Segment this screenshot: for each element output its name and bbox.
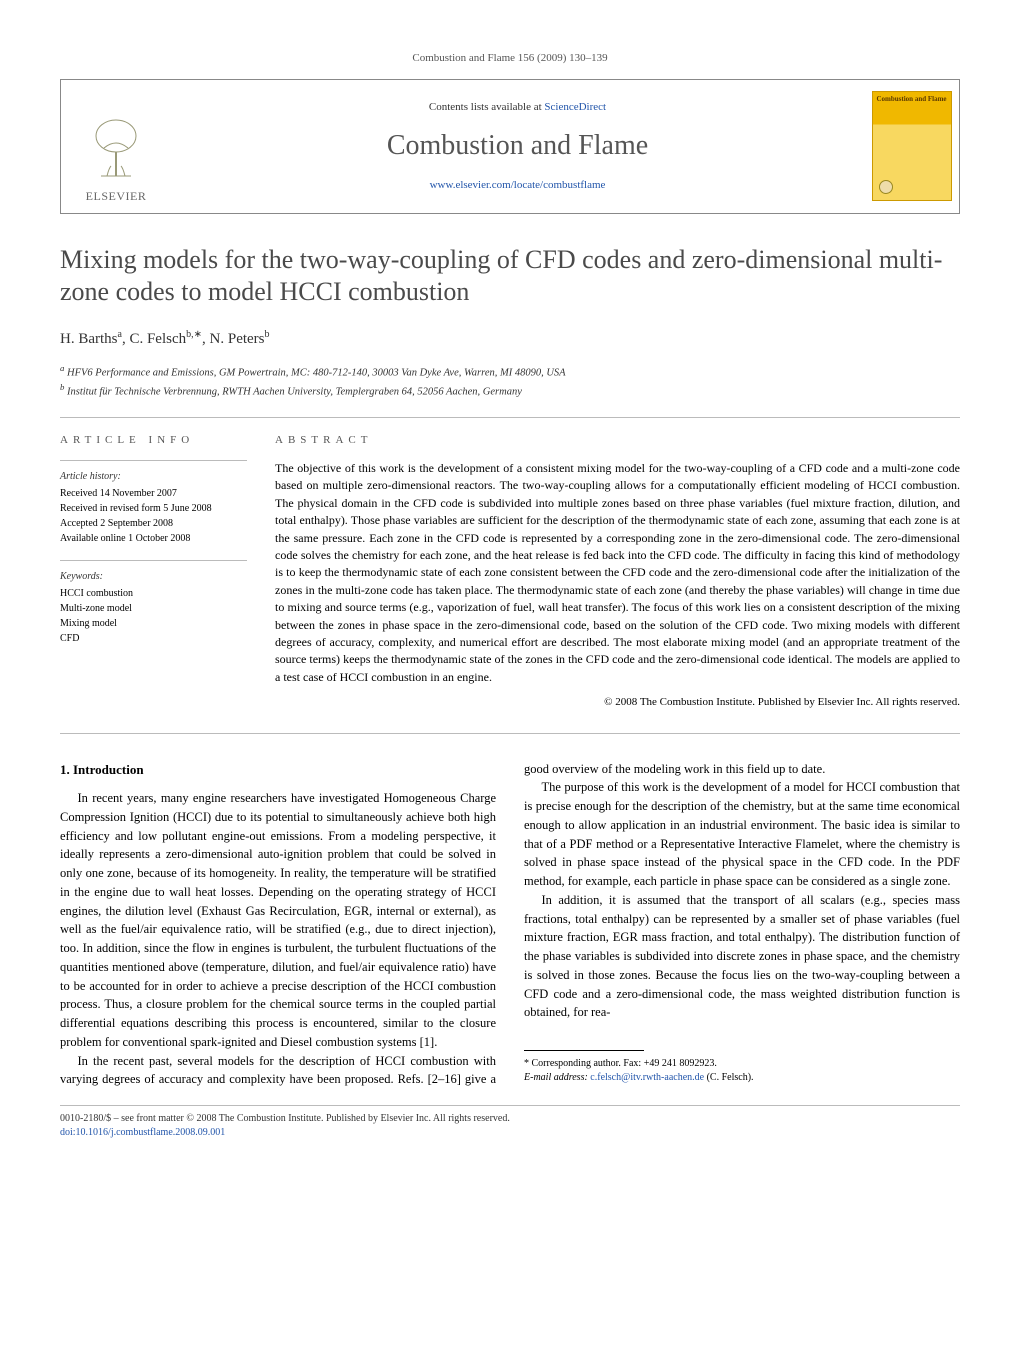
info-rule-2 [60, 560, 247, 561]
article-info-label: ARTICLE INFO [60, 432, 247, 449]
affiliations: a HFV6 Performance and Emissions, GM Pow… [60, 362, 960, 401]
corr-email-link[interactable]: c.felsch@itv.rwth-aachen.de [590, 1072, 704, 1083]
authors-line: H. Barthsa, C. Felschb,∗, N. Petersb [60, 327, 960, 351]
keyword-1: Multi-zone model [60, 601, 247, 616]
history-line-0: Received 14 November 2007 [60, 486, 247, 501]
abstract-column: ABSTRACT The objective of this work is t… [275, 432, 960, 711]
article-info-column: ARTICLE INFO Article history: Received 1… [60, 432, 275, 711]
issn-line: 0010-2180/$ – see front matter © 2008 Th… [60, 1112, 960, 1126]
email-label: E-mail address: [524, 1072, 588, 1083]
corr-email-person: (C. Felsch). [707, 1072, 754, 1083]
affiliation-a: a HFV6 Performance and Emissions, GM Pow… [60, 362, 960, 381]
contents-available-line: Contents lists available at ScienceDirec… [429, 99, 606, 116]
body-para-0: In recent years, many engine researchers… [60, 789, 496, 1052]
body-para-3: In addition, it is assumed that the tran… [524, 891, 960, 1022]
running-header: Combustion and Flame 156 (2009) 130–139 [60, 50, 960, 67]
keyword-2: Mixing model [60, 616, 247, 631]
author-2: C. Felsch [129, 331, 186, 347]
contents-prefix: Contents lists available at [429, 101, 544, 113]
affiliation-a-text: HFV6 Performance and Emissions, GM Power… [67, 368, 566, 379]
journal-center-cell: Contents lists available at ScienceDirec… [171, 80, 864, 213]
author-1-sup: a [118, 329, 122, 340]
doi-link[interactable]: doi:10.1016/j.combustflame.2008.09.001 [60, 1126, 960, 1140]
front-matter-footer: 0010-2180/$ – see front matter © 2008 Th… [60, 1112, 960, 1140]
publisher-logo-cell: ELSEVIER [61, 80, 171, 213]
keyword-0: HCCI combustion [60, 586, 247, 601]
abstract-label: ABSTRACT [275, 432, 960, 449]
history-line-2: Accepted 2 September 2008 [60, 516, 247, 531]
cover-thumbnail: Combustion and Flame [872, 91, 952, 201]
author-3-sup: b [265, 329, 270, 340]
author-2-sup: b,∗ [186, 329, 202, 340]
abstract-copyright: © 2008 The Combustion Institute. Publish… [275, 694, 960, 711]
history-line-3: Available online 1 October 2008 [60, 531, 247, 546]
body-two-column: 1. Introduction In recent years, many en… [60, 760, 960, 1090]
elsevier-tree-icon [89, 118, 144, 183]
journal-name: Combustion and Flame [387, 125, 648, 167]
article-title: Mixing models for the two-way-coupling o… [60, 244, 960, 309]
keywords-head: Keywords: [60, 569, 247, 584]
affiliation-b-text: Institut für Technische Verbrennung, RWT… [67, 387, 522, 398]
affiliation-b: b Institut für Technische Verbrennung, R… [60, 381, 960, 400]
abstract-text: The objective of this work is the develo… [275, 460, 960, 686]
author-1: H. Barths [60, 331, 118, 347]
publisher-name: ELSEVIER [86, 187, 147, 205]
sciencedirect-link[interactable]: ScienceDirect [544, 101, 606, 113]
section-1-heading: 1. Introduction [60, 760, 496, 780]
journal-header-box: ELSEVIER Contents lists available at Sci… [60, 79, 960, 214]
bottom-rule [60, 1105, 960, 1106]
cover-thumb-title: Combustion and Flame [873, 92, 951, 108]
history-line-1: Received in revised form 5 June 2008 [60, 501, 247, 516]
info-rule-1 [60, 460, 247, 461]
divider-rule-2 [60, 733, 960, 734]
divider-rule [60, 417, 960, 418]
footnote-separator [524, 1050, 644, 1051]
body-para-2: The purpose of this work is the developm… [524, 778, 960, 891]
corresponding-author-footnote: * Corresponding author. Fax: +49 241 809… [524, 1057, 960, 1085]
star-icon: * [524, 1058, 529, 1069]
keyword-3: CFD [60, 631, 247, 646]
cover-thumbnail-cell: Combustion and Flame [864, 80, 959, 213]
history-head: Article history: [60, 469, 247, 484]
journal-url[interactable]: www.elsevier.com/locate/combustflame [430, 177, 606, 194]
cover-badge-icon [879, 180, 893, 194]
author-3: N. Peters [210, 331, 265, 347]
corr-author-text: Corresponding author. Fax: +49 241 80929… [532, 1058, 717, 1069]
